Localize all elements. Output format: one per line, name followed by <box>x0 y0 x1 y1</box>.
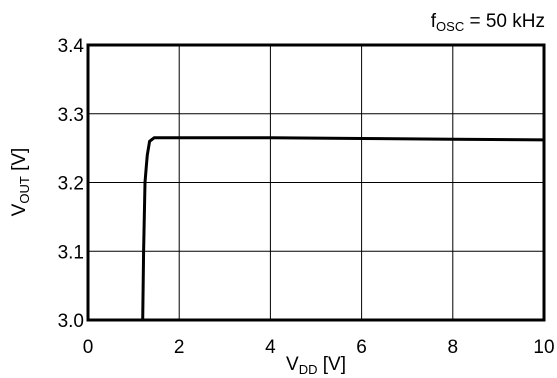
y-axis-label: VOUT [V] <box>9 148 32 217</box>
x-tick-labels: 0 2 4 6 8 10 <box>83 337 555 358</box>
y-label-subscript: OUT <box>17 176 32 204</box>
y-label-rest: [V] <box>9 148 30 177</box>
series-line <box>141 136 545 321</box>
y-tick-label: 3.4 <box>58 36 85 57</box>
grid-lines <box>88 45 544 320</box>
x-tick-label: 8 <box>448 337 459 358</box>
series-layer <box>141 136 545 321</box>
y-label-main: V <box>9 203 30 216</box>
x-tick-label: 4 <box>265 337 276 358</box>
annotation-subscript: OSC <box>436 19 464 34</box>
y-tick-label: 3.1 <box>58 242 84 263</box>
y-tick-label: 3.3 <box>58 105 84 126</box>
frequency-annotation: fOSC = 50 kHz <box>431 11 545 34</box>
annotation-rest: = 50 kHz <box>464 11 545 32</box>
x-tick-label: 0 <box>83 337 94 358</box>
plot-frame <box>86 43 546 322</box>
y-tick-labels: 3.0 3.1 3.2 3.3 3.4 <box>58 36 85 332</box>
x-label-rest: [V] <box>317 354 346 375</box>
y-tick-label: 3.2 <box>58 174 84 195</box>
x-axis-label: VDD [V] <box>286 354 346 377</box>
x-label-main: V <box>286 354 299 375</box>
x-tick-label: 10 <box>533 337 554 358</box>
x-tick-label: 2 <box>174 337 185 358</box>
annotation-main: f <box>431 11 437 32</box>
x-label-subscript: DD <box>299 362 318 377</box>
x-tick-label: 6 <box>356 337 367 358</box>
y-tick-label: 3.0 <box>58 311 84 332</box>
